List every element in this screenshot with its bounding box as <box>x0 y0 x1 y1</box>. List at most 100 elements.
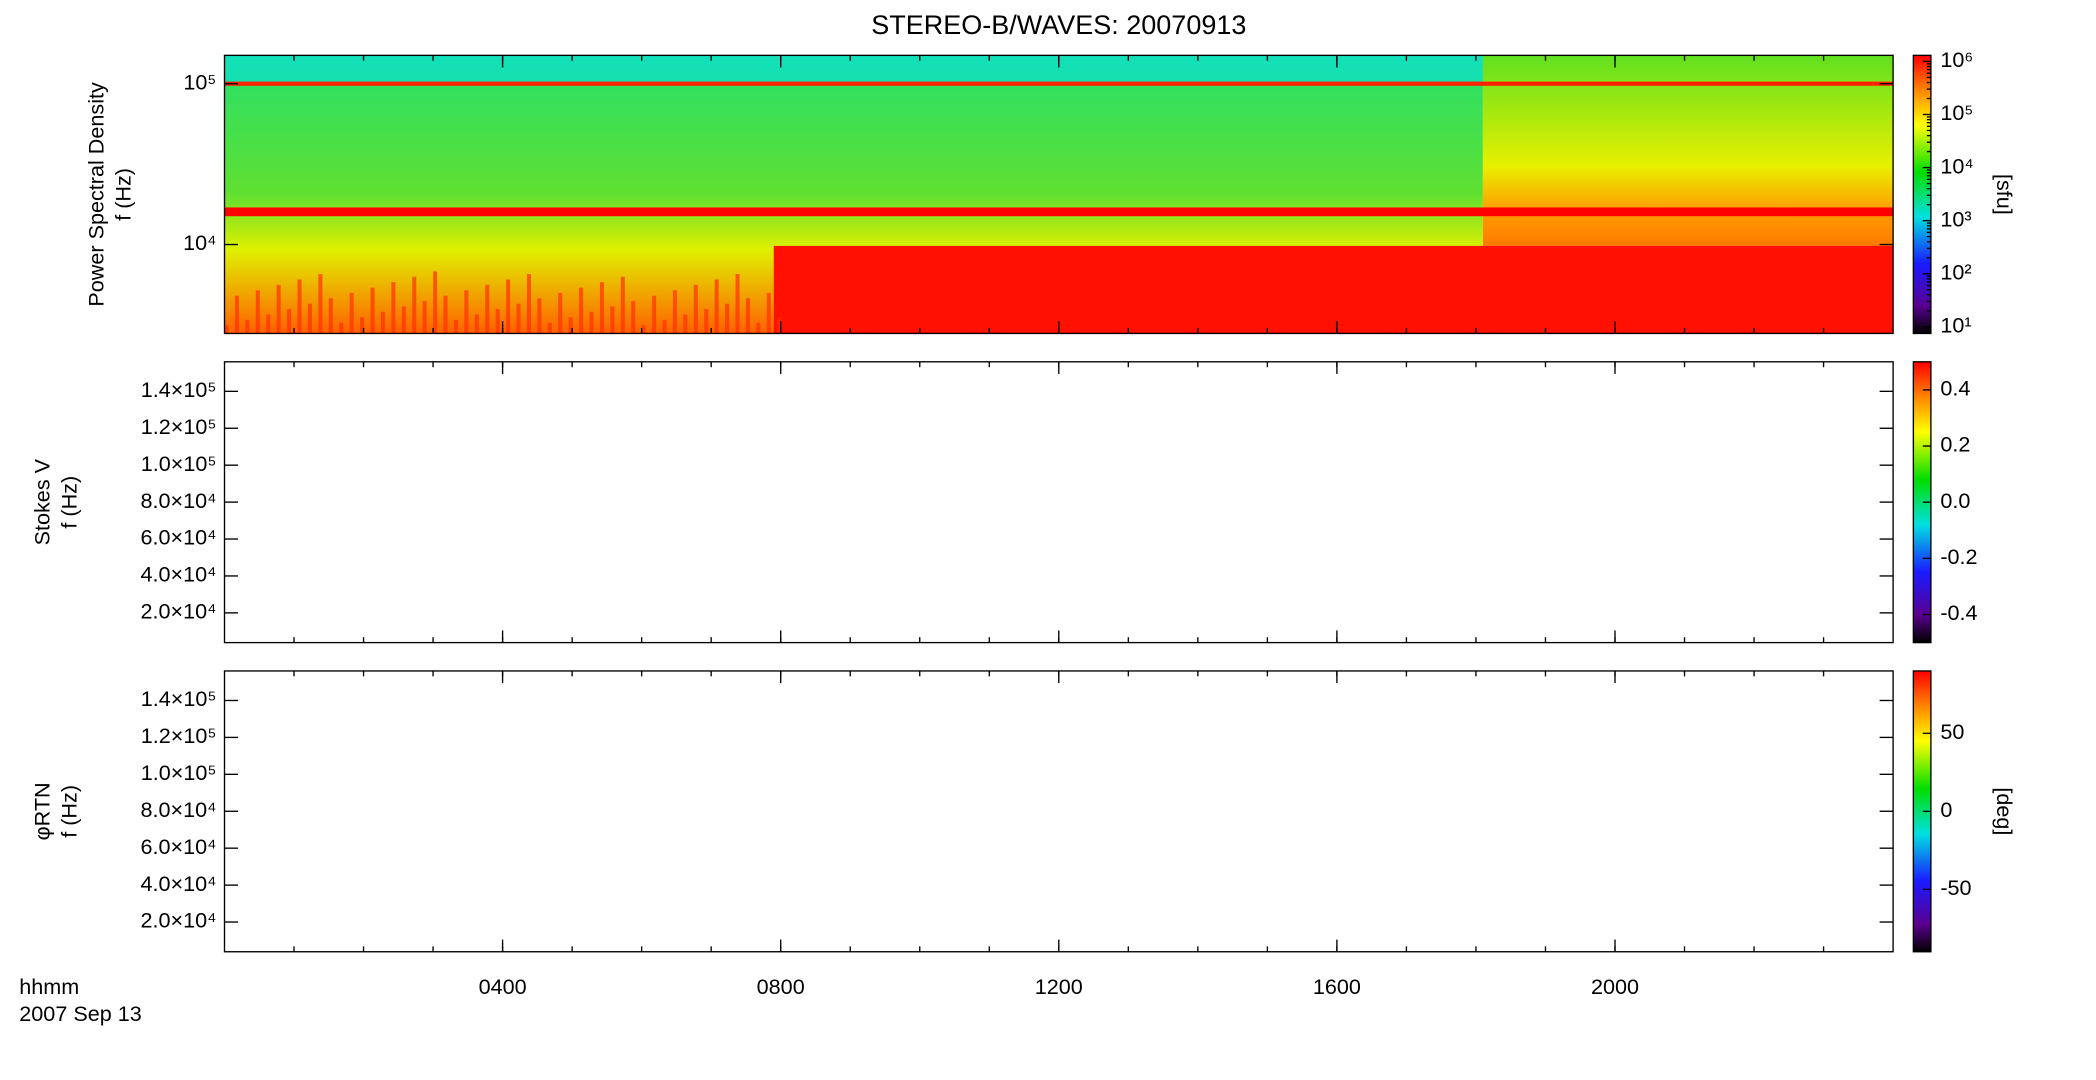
spectrogram <box>443 295 448 334</box>
spectrogram <box>422 301 427 334</box>
spectrogram <box>599 282 604 334</box>
colorbar-tick-label: 10⁵ <box>1940 100 1973 125</box>
colorbar-tick-label: 50 <box>1940 719 1964 744</box>
y-tick-label: 6.0×10⁴ <box>140 834 216 859</box>
colorbar-tick-label: 10¹ <box>1940 313 1971 338</box>
spectrogram <box>474 314 479 334</box>
y-axis-label: f (Hz) <box>56 476 81 529</box>
y-tick-label: 1.0×10⁵ <box>141 760 217 785</box>
spectrogram <box>620 276 625 334</box>
spectrogram <box>756 322 761 334</box>
spectrogram <box>224 81 1894 86</box>
spectrogram <box>558 292 563 334</box>
spectrogram <box>495 309 500 334</box>
spectrogram <box>245 319 250 334</box>
spectrogram <box>777 317 782 334</box>
y-tick-label: 1.0×10⁵ <box>141 451 217 476</box>
spectrogram <box>412 276 417 334</box>
spectrogram <box>391 282 396 334</box>
spectrogram <box>773 245 1894 334</box>
y-tick-label: 4.0×10⁴ <box>140 562 216 587</box>
spectrogram <box>433 271 438 334</box>
spectrogram <box>662 319 667 334</box>
y-tick-label: 10⁴ <box>183 230 216 255</box>
date-label: 2007 Sep 13 <box>19 1001 141 1026</box>
x-tick-label: 0400 <box>479 974 527 999</box>
y-tick-label: 8.0×10⁴ <box>140 488 216 513</box>
colorbar-tick-label: 0 <box>1940 797 1952 822</box>
x-tick-label: 1200 <box>1035 974 1083 999</box>
colorbar-tick-label: 0.0 <box>1940 488 1970 513</box>
spectrogram <box>318 274 323 334</box>
spectrogram <box>360 317 365 334</box>
y-tick-label: 1.2×10⁵ <box>141 414 217 439</box>
spectrogram <box>485 284 490 334</box>
colorbar-tick-label: 0.4 <box>1940 376 1970 401</box>
spectrogram <box>547 322 552 334</box>
spectrogram <box>745 298 750 334</box>
spectrogram <box>339 322 344 334</box>
colorbar-label: [deg] <box>1992 787 2017 835</box>
spectrogram <box>297 279 302 334</box>
colorbar-label: [sfu] <box>1992 174 2017 215</box>
colorbar-tick-label: 10² <box>1940 259 1971 284</box>
colorbar-tick-label: 0.2 <box>1940 432 1970 457</box>
spectrogram <box>537 298 542 334</box>
spectrogram <box>683 314 688 334</box>
colorbar-tick-label: 10⁶ <box>1940 47 1973 72</box>
spectrogram <box>349 292 354 334</box>
spectrogram <box>224 325 229 334</box>
spectrogram <box>464 290 469 334</box>
spectrogram <box>672 290 677 334</box>
y-tick-label: 1.4×10⁵ <box>141 377 217 402</box>
spectrogram <box>725 303 730 334</box>
spectrogram <box>652 295 657 334</box>
spectrogram <box>287 309 292 334</box>
y-tick-label: 8.0×10⁴ <box>140 797 216 822</box>
y-tick-label: 1.2×10⁵ <box>141 723 217 748</box>
spectrogram <box>276 284 281 334</box>
x-tick-label: 2000 <box>1591 974 1639 999</box>
colorbar <box>1912 54 1932 335</box>
y-axis-label: φRTN <box>29 782 54 840</box>
x-tick-label: 0800 <box>757 974 805 999</box>
y-axis-label: f (Hz) <box>56 785 81 838</box>
y-tick-label: 6.0×10⁴ <box>140 525 216 550</box>
spectrogram <box>766 292 771 334</box>
spectrogram <box>589 311 594 334</box>
spectrogram <box>266 314 271 334</box>
spectrogram <box>714 279 719 334</box>
y-axis-label: Stokes V <box>29 458 54 545</box>
x-tick-label: 1600 <box>1313 974 1361 999</box>
y-axis-label: Power Spectral Density <box>83 82 108 307</box>
colorbar-tick-label: -0.2 <box>1940 544 1977 569</box>
y-tick-label: 2.0×10⁴ <box>140 908 216 933</box>
spectrogram <box>631 301 636 334</box>
plot-frame <box>223 361 1894 644</box>
spectrogram <box>641 325 646 334</box>
y-tick-label: 1.4×10⁵ <box>141 686 217 711</box>
spectrogram <box>506 279 511 334</box>
spectrogram <box>735 274 740 334</box>
spectrogram <box>370 287 375 334</box>
spectrogram <box>234 295 239 334</box>
spectrogram <box>255 290 260 334</box>
spectrogram <box>224 207 1894 217</box>
plot-frame <box>223 670 1894 953</box>
colorbar-tick-label: -0.4 <box>1940 600 1977 625</box>
x-axis-label: hhmm <box>19 974 79 999</box>
spectrogram <box>579 287 584 334</box>
y-tick-label: 4.0×10⁴ <box>140 871 216 896</box>
spectrogram <box>328 298 333 334</box>
spectrogram <box>610 306 615 334</box>
spectrogram <box>516 303 521 334</box>
y-tick-label: 2.0×10⁴ <box>140 599 216 624</box>
y-tick-label: 10⁵ <box>183 69 216 94</box>
colorbar-tick-label: 10³ <box>1940 206 1971 231</box>
y-axis-label: f (Hz) <box>110 168 135 221</box>
colorbar-tick-label: -50 <box>1940 875 1971 900</box>
spectrogram <box>568 317 573 334</box>
spectrogram <box>401 306 406 334</box>
spectrogram <box>307 303 312 334</box>
